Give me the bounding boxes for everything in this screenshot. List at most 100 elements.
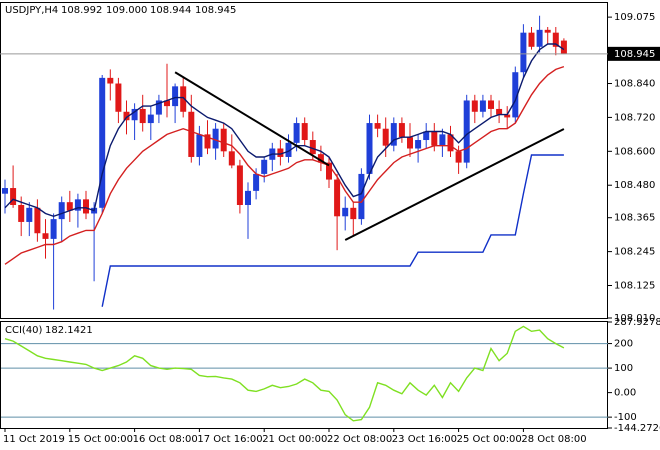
x-tick-label: 28 Oct 08:00 — [521, 434, 586, 445]
candle-body — [407, 137, 413, 149]
candle-body — [326, 162, 332, 180]
candle-body — [317, 154, 324, 163]
y-tick-label: 287.9278 — [614, 317, 660, 328]
y-tick-label: 108.840 — [614, 79, 655, 90]
x-tick-label: 15 Oct 00:00 — [68, 434, 133, 445]
candle-body — [253, 173, 260, 191]
y-tick-label: 200 — [614, 339, 633, 350]
candle-body — [390, 123, 397, 146]
header-close: 108.945 — [195, 5, 236, 16]
x-tick-label: 21 Oct 00:00 — [262, 434, 327, 445]
x-tick-label: 11 Oct 2019 — [3, 434, 65, 445]
indicator-line — [101, 154, 564, 307]
x-tick-label: 25 Oct 00:00 — [457, 434, 522, 445]
candle-body — [496, 108, 503, 115]
candle-body — [74, 199, 81, 211]
x-tick-label: 17 Oct 16:00 — [197, 434, 262, 445]
candle-body — [423, 131, 430, 141]
candle-body — [2, 188, 8, 194]
symbol-label: USDJPY,H4 — [5, 5, 58, 16]
trendline — [174, 71, 330, 167]
candle-body — [42, 233, 49, 239]
candle-body — [115, 83, 122, 112]
candle-body — [334, 179, 341, 217]
candle-body — [261, 159, 268, 174]
candle-body — [398, 123, 405, 138]
y-tick-label: 108.600 — [614, 146, 655, 157]
x-tick-label: 16 Oct 08:00 — [133, 434, 198, 445]
candle-body — [350, 207, 357, 220]
y-tick-label: 109.075 — [614, 12, 655, 23]
candle-body — [123, 111, 130, 121]
candle-body — [552, 32, 559, 47]
price-panel — [0, 2, 608, 319]
y-tick-label: 108.365 — [614, 213, 655, 224]
candle-body — [447, 134, 454, 152]
candle-body — [463, 100, 470, 163]
candle-body — [26, 207, 33, 222]
candle-body — [374, 123, 381, 129]
candle-body — [196, 134, 203, 157]
y-tick-label: 108.720 — [614, 112, 655, 123]
candle-body — [528, 32, 535, 47]
candle-body — [520, 32, 527, 73]
candle-body — [293, 123, 300, 143]
candle-body — [245, 190, 251, 205]
candle-body — [366, 123, 373, 174]
candle-body — [180, 86, 187, 112]
candle-body — [479, 100, 486, 112]
candle-body — [204, 134, 211, 149]
candle-body — [301, 123, 308, 141]
candle-body — [560, 40, 567, 54]
candle-body — [50, 219, 57, 239]
candle-body — [471, 100, 478, 112]
candle-body — [83, 199, 89, 214]
candle-body — [455, 151, 462, 163]
candle-body — [236, 165, 243, 205]
candle-body — [155, 100, 162, 115]
x-tick-label: 23 Oct 16:00 — [392, 434, 457, 445]
candle-body — [164, 100, 170, 107]
y-tick-label: 108.125 — [614, 281, 655, 292]
indicator-line — [4, 65, 565, 265]
candle-body — [107, 77, 114, 84]
y-tick-label: 0.00 — [614, 388, 636, 399]
candle-body — [220, 128, 227, 152]
candle-body — [309, 140, 316, 155]
candle-body — [131, 108, 138, 121]
candle-body — [212, 128, 219, 149]
candle-body — [277, 148, 284, 157]
candle-body — [228, 151, 235, 166]
indicator-line — [4, 43, 565, 218]
x-tick-label: 22 Oct 08:00 — [327, 434, 392, 445]
candle-body — [139, 108, 146, 124]
header-high: 109.000 — [106, 5, 147, 16]
header-low: 108.944 — [150, 5, 191, 16]
candle-body — [188, 111, 195, 157]
candle-body — [431, 131, 438, 146]
cci-panel — [0, 321, 608, 429]
candle-body — [99, 77, 106, 208]
candle-body — [10, 188, 17, 205]
candle-body — [58, 202, 65, 220]
last-price-label: 108.945 — [614, 49, 655, 60]
candle-body — [488, 100, 494, 109]
cci-value: 182.1421 — [45, 325, 93, 336]
header-open: 108.992 — [61, 5, 102, 16]
y-tick-label: 108.010 — [614, 313, 655, 324]
candle-body — [66, 202, 73, 211]
y-tick-label: 100 — [614, 363, 633, 374]
y-tick-label: 108.480 — [614, 180, 655, 191]
candle-body — [439, 134, 446, 146]
last-price-box — [608, 46, 660, 61]
candle-body — [342, 207, 349, 217]
candle-body — [172, 86, 179, 107]
candle-body — [415, 140, 422, 149]
candle-body — [285, 142, 292, 157]
candle-body — [536, 29, 543, 47]
candle-body — [504, 114, 511, 118]
y-tick-label: -144.2726 — [614, 423, 660, 434]
indicator-line — [4, 325, 565, 422]
candle-body — [358, 173, 365, 220]
candle-body — [147, 114, 154, 124]
